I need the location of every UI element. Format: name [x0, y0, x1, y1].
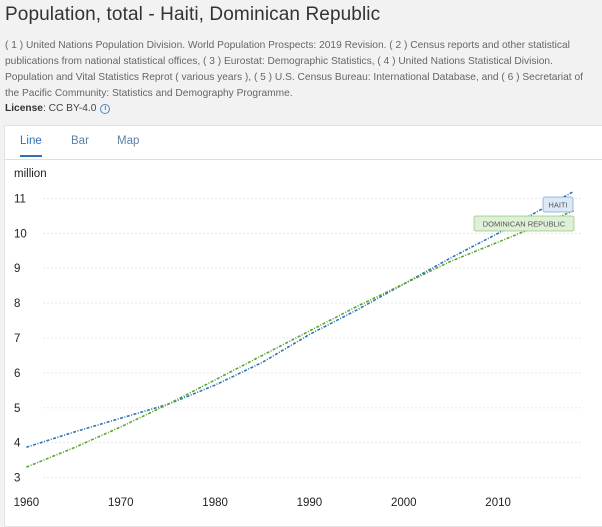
series-label-haiti: HAITI	[548, 201, 567, 210]
y-tick-label: 11	[14, 193, 26, 205]
y-tick-label: 7	[14, 333, 20, 345]
x-tick-label: 2010	[485, 497, 511, 509]
y-tick-label: 5	[14, 403, 20, 415]
series-line-dominican	[26, 209, 574, 468]
y-tick-label: 4	[14, 438, 21, 450]
series-label-box	[473, 215, 575, 232]
y-tick-label: 9	[14, 263, 20, 275]
source-note: ( 1 ) United Nations Population Division…	[5, 40, 583, 99]
x-tick-label: 1990	[297, 497, 323, 509]
y-tick-label: 8	[14, 298, 20, 310]
x-tick-label: 1970	[108, 497, 134, 509]
chart-tabs: Line Bar Map	[5, 126, 602, 160]
x-tick-label: 2000	[391, 497, 417, 509]
line-chart: million 3 4 5 6 7 8 9 10 11 1960 1970 1980 1990 2000 20…	[14, 168, 583, 509]
license-value: : CC BY-4.0	[42, 103, 97, 114]
series-line-haiti	[26, 190, 574, 448]
y-tick-label: 10	[14, 228, 27, 240]
x-tick-label: 1960	[14, 497, 40, 509]
y-tick-label: 3	[14, 473, 20, 485]
series-label-dominican: DOMINICAN REPUBLIC	[483, 220, 566, 229]
x-tick-label: 1980	[202, 497, 228, 509]
series-label-box	[542, 196, 574, 213]
tab-map[interactable]: Map	[117, 135, 140, 147]
page-title: Population, total - Haiti, Dominican Rep…	[5, 4, 381, 25]
tab-bar[interactable]: Bar	[71, 135, 89, 147]
tab-line[interactable]: Line	[20, 135, 42, 157]
y-tick-label: 6	[14, 368, 20, 380]
license-line: License: CC BY-4.0 i	[5, 103, 111, 114]
y-axis-label: million	[14, 168, 47, 180]
license-label: License	[5, 103, 43, 114]
chart-panel: Line Bar Map million 3 4 5 6 7 8 9 10 11 1960 1970 1…	[4, 125, 602, 527]
info-icon[interactable]: i	[100, 104, 111, 114]
